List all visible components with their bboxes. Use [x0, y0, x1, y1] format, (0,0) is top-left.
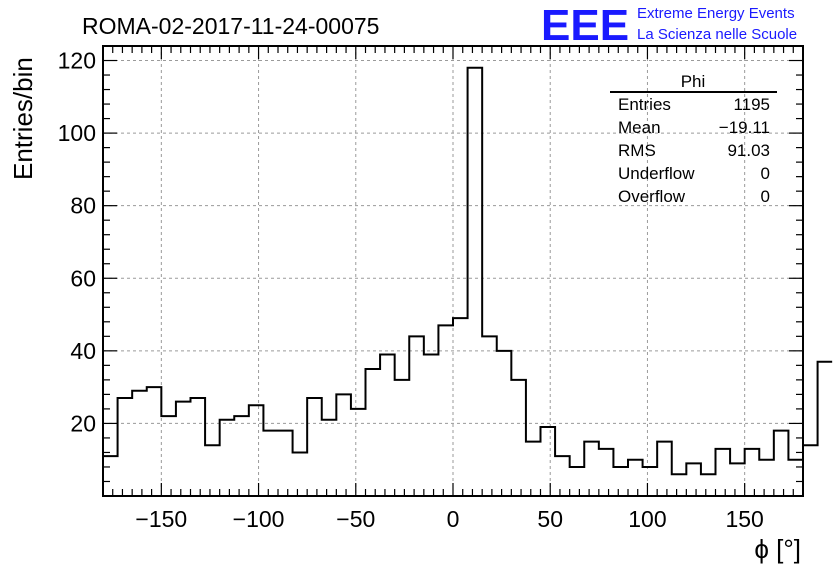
histogram-line — [103, 66, 833, 476]
stats-title: Phi — [681, 72, 706, 91]
stats-row-value: −19.11 — [719, 118, 770, 137]
x-axis-label: ϕ [°] — [754, 534, 801, 564]
plot-frame — [102, 45, 804, 497]
y-tick-label: 120 — [58, 48, 96, 74]
x-tick-label: 150 — [725, 506, 763, 532]
x-tick-label: 100 — [628, 506, 666, 532]
stats-row-value: 91.03 — [727, 141, 770, 160]
stats-row-value: 0 — [761, 187, 770, 206]
stats-row-label: Overflow — [618, 187, 686, 206]
axis-ticks — [103, 46, 803, 496]
stats-row-label: Entries — [618, 95, 671, 114]
y-axis-tick-labels: 20 40 60 80 100 120 — [58, 48, 96, 437]
y-axis-label: Entries/bin — [8, 57, 38, 180]
logo-subtitle-2: La Scienza nelle Scuole — [637, 26, 797, 43]
x-tick-label: −50 — [336, 506, 375, 532]
y-tick-label: 80 — [70, 193, 96, 219]
x-tick-label: 0 — [447, 506, 460, 532]
run-title: ROMA-02-2017-11-24-00075 — [82, 13, 379, 39]
y-tick-label: 20 — [70, 410, 96, 436]
eee-logo-mark: EEE — [541, 1, 629, 50]
stats-rows: Entries 1195 Mean −19.11 RMS 91.03 Underflow 0 O… — [618, 95, 770, 206]
logo-subtitle-1: Extreme Energy Events — [637, 5, 795, 22]
eee-logo: EEE Extreme Energy Events La Scienza nel… — [541, 1, 797, 50]
y-tick-label: 60 — [70, 265, 96, 291]
y-tick-label: 100 — [58, 120, 96, 146]
stats-row-value: 0 — [761, 164, 770, 183]
x-tick-label: −100 — [233, 506, 285, 532]
x-axis-tick-labels: −150 −100 −50 0 50 100 150 — [135, 506, 763, 532]
stats-row-value: 1195 — [733, 95, 770, 114]
y-tick-label: 40 — [70, 338, 96, 364]
stats-row-label: RMS — [618, 141, 656, 160]
stats-box: Phi Entries 1195 Mean −19.11 RMS 91.03 Underfl… — [610, 72, 777, 206]
x-tick-label: −150 — [135, 506, 187, 532]
x-tick-label: 50 — [537, 506, 563, 532]
stats-row-label: Mean — [618, 118, 661, 137]
stats-row-label: Underflow — [618, 164, 695, 183]
grid — [103, 46, 803, 496]
